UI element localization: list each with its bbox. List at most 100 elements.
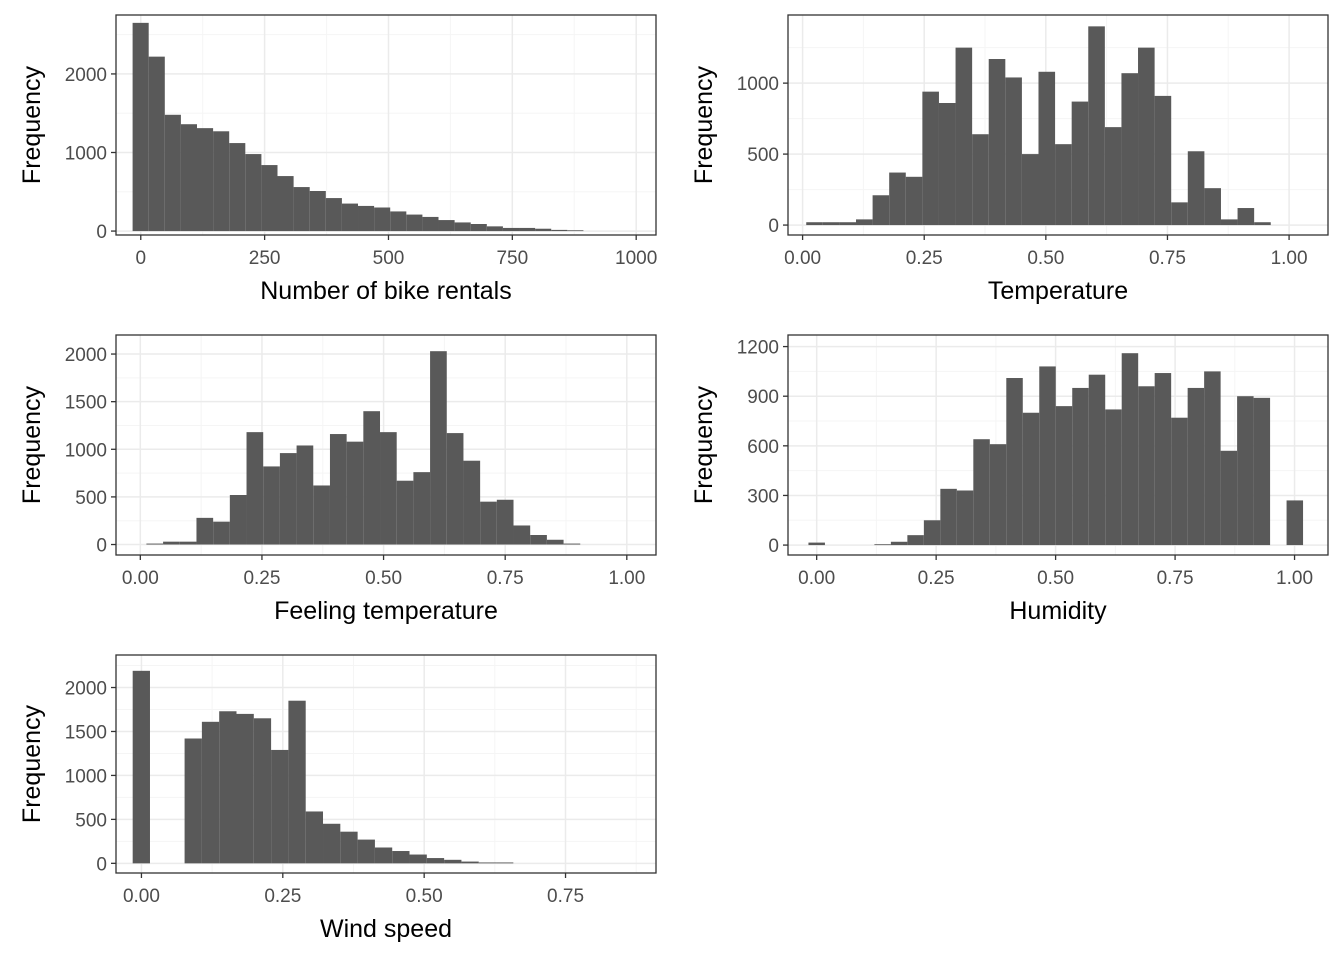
histogram-bar [1154, 373, 1172, 546]
x-tick-label: 0.25 [918, 568, 955, 589]
histogram-bar [480, 501, 497, 545]
histogram-bar [1171, 202, 1188, 226]
x-tick-label: 0.25 [264, 886, 301, 907]
x-tick-label: 0.75 [547, 886, 584, 907]
x-axis-ticks: 0 250 500 750 1000 [135, 235, 657, 269]
histogram-bar [197, 128, 214, 232]
histogram-bar [305, 811, 324, 864]
histogram-bar [229, 495, 247, 545]
histogram-bar [1055, 406, 1073, 546]
histogram-bar [374, 207, 391, 232]
histogram-bar [236, 713, 254, 864]
histogram-bar [486, 226, 503, 232]
histogram-bar [325, 198, 342, 232]
x-tick-label: 0.00 [122, 568, 159, 589]
histogram-bar [940, 488, 957, 546]
histogram-bar [519, 227, 536, 232]
histogram-bar [1088, 26, 1105, 226]
y-axis-ticks: 0 1000 2000 [65, 65, 116, 243]
histogram-bar [546, 539, 564, 545]
y-tick-label: 0 [768, 216, 779, 237]
panel-3: 0.00 0.25 0.50 0.75 1.00 0 500 1000 1500 2000 Feel… [18, 334, 657, 625]
histogram-bar [277, 176, 294, 232]
y-axis-title: Frequency [690, 385, 718, 504]
histogram-bar [396, 480, 414, 545]
histogram-bar [229, 143, 246, 232]
histogram-bar [563, 543, 581, 545]
histogram-bars [146, 351, 581, 545]
histogram-bar [922, 91, 939, 226]
histogram-bar [513, 525, 531, 545]
histogram-bar [406, 214, 423, 232]
histogram-bar [973, 439, 990, 546]
histogram-bar [340, 831, 358, 864]
histogram-bar [874, 544, 891, 546]
histogram-bar [1072, 387, 1089, 546]
histogram-bar [288, 700, 306, 864]
y-tick-label: 0 [96, 536, 107, 557]
histogram-bar [309, 191, 326, 232]
histogram-bar [1121, 353, 1139, 546]
histogram-bar [132, 22, 149, 232]
histogram-bar [1171, 417, 1188, 546]
y-tick-label: 2000 [65, 345, 107, 366]
histogram-bar [163, 541, 180, 545]
histogram-bar [1006, 378, 1023, 546]
histogram-bar [219, 711, 237, 864]
histogram-bar [146, 543, 164, 545]
histogram-bar [1237, 208, 1255, 226]
histogram-bar [184, 738, 202, 864]
histogram-bar [923, 520, 941, 546]
x-tick-label: 0.50 [365, 568, 402, 589]
y-tick-label: 1500 [65, 393, 107, 414]
histogram-bars [806, 26, 1271, 226]
histogram-bar [296, 445, 314, 545]
histogram-bar [1039, 366, 1056, 546]
y-tick-label: 2000 [65, 65, 107, 86]
histogram-bar [806, 222, 823, 226]
y-axis-ticks: 0 500 1000 1500 2000 [65, 679, 116, 875]
x-tick-label: 0.75 [1149, 248, 1186, 269]
y-tick-label: 2000 [65, 679, 107, 700]
histogram-bar [1187, 151, 1205, 226]
histogram-bar [358, 205, 375, 232]
histogram-bar [470, 224, 487, 232]
histogram-bar [478, 862, 497, 864]
x-tick-label: 1.00 [1276, 568, 1313, 589]
y-tick-label: 300 [747, 486, 779, 507]
histogram-bar [446, 433, 464, 545]
y-tick-label: 0 [768, 536, 779, 557]
x-tick-label: 0.00 [798, 568, 835, 589]
x-tick-label: 1000 [615, 248, 657, 269]
y-axis-title: Frequency [690, 65, 718, 184]
panel-border [115, 14, 657, 236]
histogram-bar [1204, 188, 1221, 226]
histogram-bar [164, 114, 181, 232]
histogram-bar [413, 472, 431, 545]
histogram-bar [956, 490, 974, 546]
histogram-bar [989, 444, 1007, 546]
histogram-bar [1104, 127, 1122, 226]
x-axis-title: Feeling temperature [274, 597, 498, 625]
histogram-bar [907, 535, 924, 546]
histogram-bar [430, 351, 447, 545]
histogram-bar [201, 721, 220, 864]
histogram-bar [1088, 374, 1106, 546]
histogram-bar [148, 56, 165, 232]
histogram-bar [263, 466, 280, 545]
histogram-bar [213, 131, 230, 232]
y-tick-label: 1000 [65, 144, 107, 165]
histogram-bar [454, 222, 471, 232]
histogram-bar [1038, 71, 1056, 226]
histogram-bar [1253, 397, 1271, 546]
x-tick-label: 0.75 [1157, 568, 1194, 589]
x-axis-title: Humidity [1009, 597, 1107, 625]
x-axis-ticks: 0.00 0.25 0.50 0.75 [123, 873, 584, 907]
histogram-bar [293, 187, 310, 232]
histogram-bar [1055, 144, 1072, 226]
x-tick-label: 0 [135, 248, 146, 269]
x-tick-label: 0.50 [1037, 568, 1074, 589]
y-tick-label: 1000 [65, 440, 107, 461]
histogram-bar [196, 517, 214, 545]
histogram-bar [1005, 77, 1022, 226]
